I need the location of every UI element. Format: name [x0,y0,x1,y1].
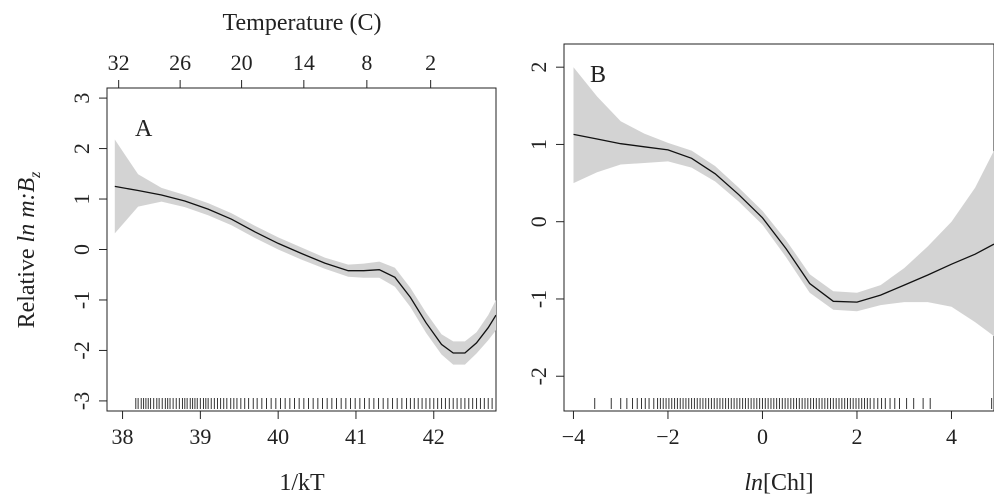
x-label-rest: [Chl] [763,470,814,496]
x-label-italic: ln [744,470,763,496]
smooth-line-b [573,133,994,303]
x-tick-label: −2 [656,424,679,449]
top-tick-label: 32 [108,50,130,75]
x-tick-label: −4 [562,424,585,449]
x-axis-label-a: 1/kT [279,470,325,496]
x-tick-label: 40 [267,424,289,449]
top-axis: 32 26 20 14 8 2 [108,50,436,88]
y-tick-label: -1 [526,290,551,308]
y-label-sub: z [27,171,44,179]
y-tick-label: -3 [69,392,94,410]
y-tick-label: 1 [69,194,94,205]
x-axis-b: −4 −2 0 2 4 [562,411,957,449]
x-tick-label: 2 [851,424,862,449]
top-tick-label: 2 [425,50,436,75]
y-axis-a: 3 2 1 0 -1 -2 -3 [69,93,107,410]
panel-a: Temperature (C) 32 26 20 14 8 2 A 38 39 40 41 42 … [14,10,497,496]
rug-a [135,398,493,409]
top-tick-label: 20 [231,50,253,75]
y-tick-label: 0 [526,216,551,227]
top-tick-label: 26 [169,50,191,75]
x-axis-a: 38 39 40 41 42 [112,411,445,449]
top-tick-label: 8 [361,50,372,75]
rug-b [594,398,993,409]
x-tick-label: 0 [757,424,768,449]
y-tick-label: 2 [69,143,94,154]
smooth-line-a [114,185,497,354]
x-tick-label: 41 [345,424,367,449]
x-tick-label: 4 [946,424,957,449]
x-tick-label: 39 [189,424,211,449]
x-axis-label-b: ln[Chl] [744,470,813,496]
panel-label-a: A [135,116,153,142]
y-axis-label-a: Relative ln m:Bz [14,171,44,329]
top-tick-label: 14 [293,50,315,75]
y-tick-label: 2 [526,62,551,73]
confidence-band-b [573,67,994,337]
panel-b: B −4 −2 0 2 4 2 1 0 -1 -2 ln[Chl] [526,43,994,496]
y-axis-b: 2 1 0 -1 -2 [526,62,564,385]
y-tick-label: -1 [69,291,94,309]
top-axis-title: Temperature (C) [223,10,382,36]
confidence-band-a [114,139,497,365]
y-tick-label: 0 [69,244,94,255]
y-tick-label: -2 [69,341,94,359]
x-tick-label: 42 [423,424,445,449]
y-tick-label: 1 [526,139,551,150]
panel-label-b: B [590,62,606,88]
y-tick-label: 3 [69,93,94,104]
y-tick-label: -2 [526,367,551,385]
y-label-italic: ln m:B [14,177,40,242]
plot-frame-b [563,43,994,412]
y-label-prefix: Relative [14,242,40,328]
x-tick-label: 38 [112,424,134,449]
